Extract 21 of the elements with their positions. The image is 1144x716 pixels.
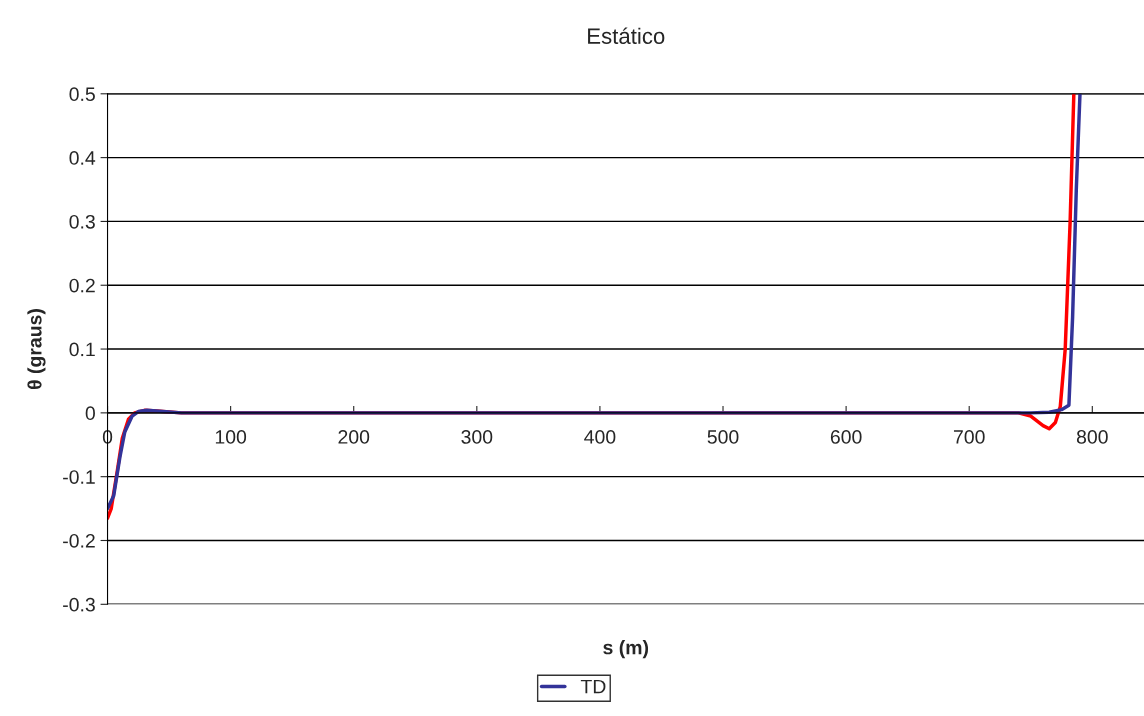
y-tick-label: 0.2 [69,278,95,293]
x-tick-label: 600 [830,430,862,444]
x-tick-label: 200 [338,430,370,444]
x-axis-title: s (m) [603,640,649,659]
y-tick-label: 0.5 [69,87,95,102]
x-tick-label: 700 [953,430,985,444]
x-tick-label: 300 [461,430,493,444]
y-tick-label: 0.1 [69,342,95,357]
chart-title: Estático [588,27,665,45]
x-tick-label: 500 [707,430,739,444]
y-tick-label: -0.3 [63,597,95,612]
x-tick-label: 800 [1076,430,1108,444]
y-axis-title: θ (graus) [27,309,46,390]
y-tick-label: 0.4 [69,151,96,165]
legend-label: TD [580,679,606,694]
y-tick-label: -0.2 [63,533,95,548]
y-tick-label: 0.3 [69,214,95,229]
y-tick-label: 0 [85,406,95,421]
y-tick-label: -0.1 [63,470,95,484]
x-tick-label: 100 [215,430,247,444]
x-tick-label: 400 [584,430,616,444]
